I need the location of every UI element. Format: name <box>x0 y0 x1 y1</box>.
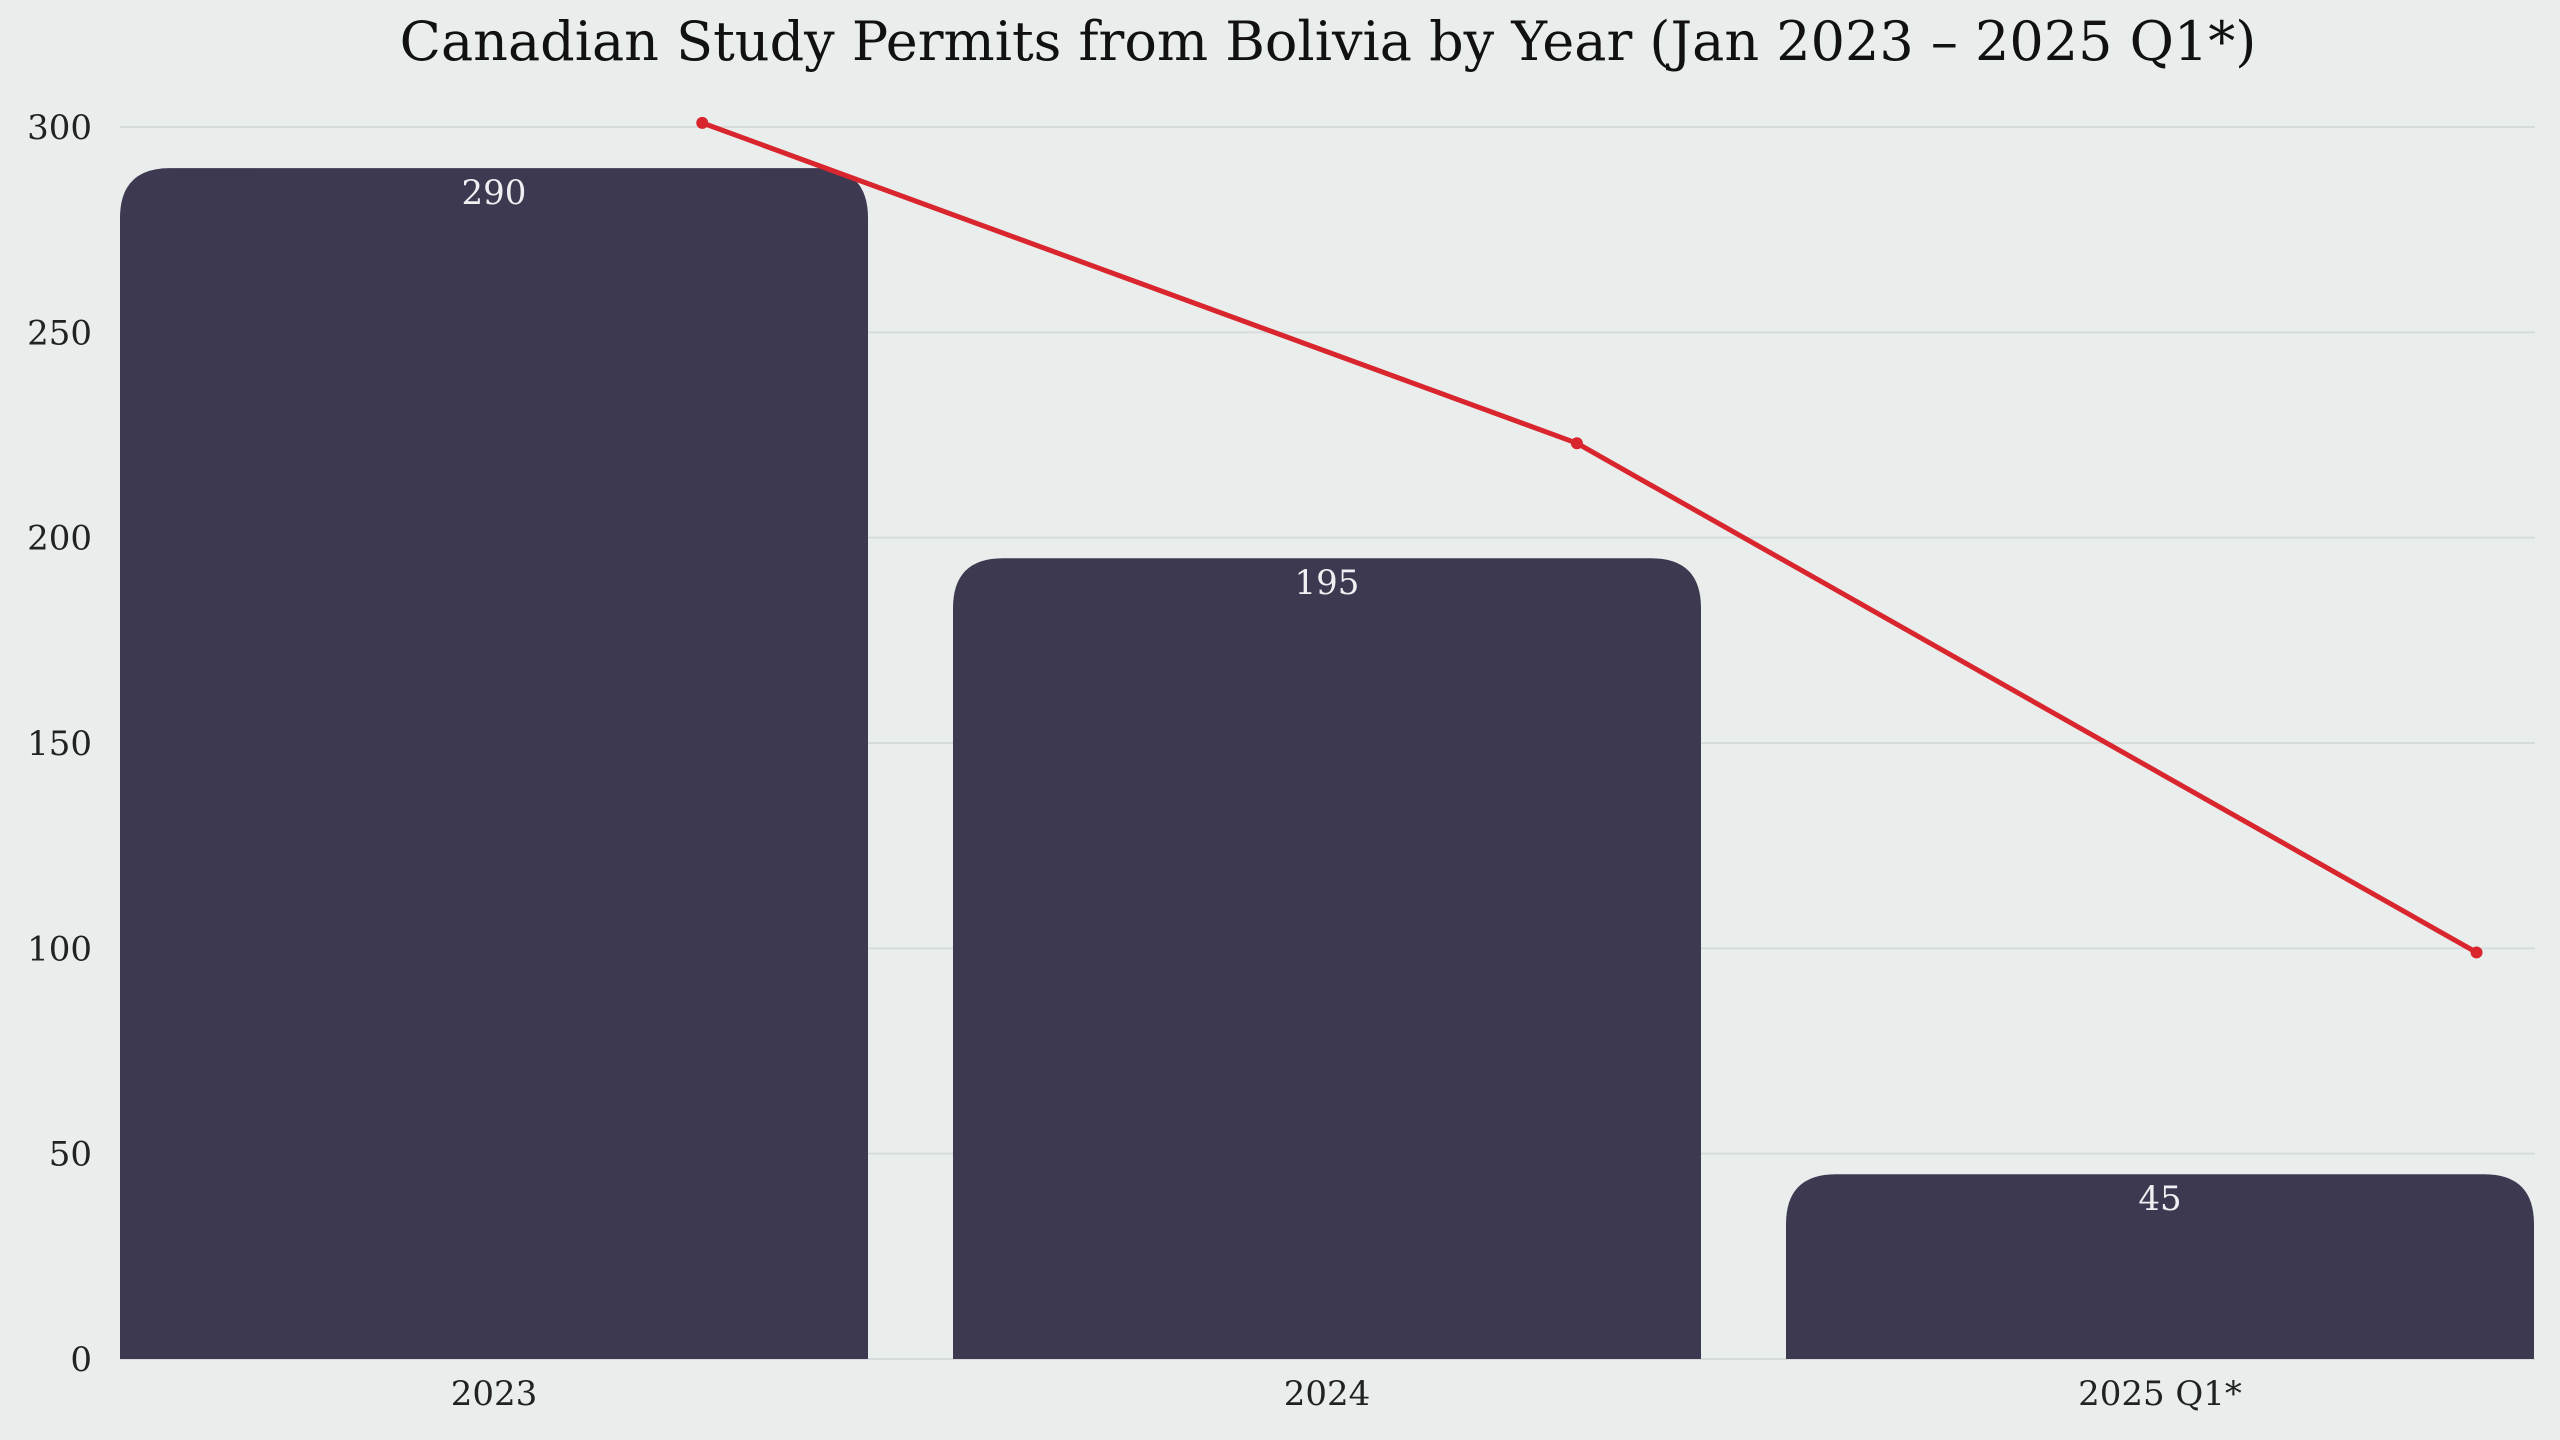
trend-line <box>696 116 2483 959</box>
y-tick-label: 0 <box>70 1340 92 1380</box>
trend-line-point <box>2470 946 2483 959</box>
y-tick-label: 100 <box>27 929 92 969</box>
trend-line-point <box>696 116 709 129</box>
y-tick-label: 200 <box>27 519 92 559</box>
y-tick-label: 300 <box>27 108 92 148</box>
chart-title: Canadian Study Permits from Bolivia by Y… <box>400 10 2257 73</box>
bar-data-label: 195 <box>1295 563 1360 603</box>
x-axis: 2023 2024 2025 Q1* <box>451 1374 2242 1414</box>
bar <box>953 558 1701 1359</box>
y-tick-label: 50 <box>49 1135 92 1175</box>
trend-line-point <box>1570 437 1583 450</box>
y-tick-label: 250 <box>27 313 92 353</box>
bar-data-label: 290 <box>462 173 527 213</box>
bars: 290 195 45 <box>120 168 2534 1360</box>
x-tick-label: 2023 <box>451 1374 538 1414</box>
bar-data-label: 45 <box>2138 1179 2181 1219</box>
bar <box>1786 1174 2534 1359</box>
x-tick-label: 2024 <box>1284 1374 1371 1414</box>
bar <box>120 168 868 1360</box>
y-axis: 0 50 100 150 200 250 300 <box>27 108 92 1380</box>
x-tick-label: 2025 Q1* <box>2078 1374 2242 1414</box>
y-tick-label: 150 <box>27 724 92 764</box>
